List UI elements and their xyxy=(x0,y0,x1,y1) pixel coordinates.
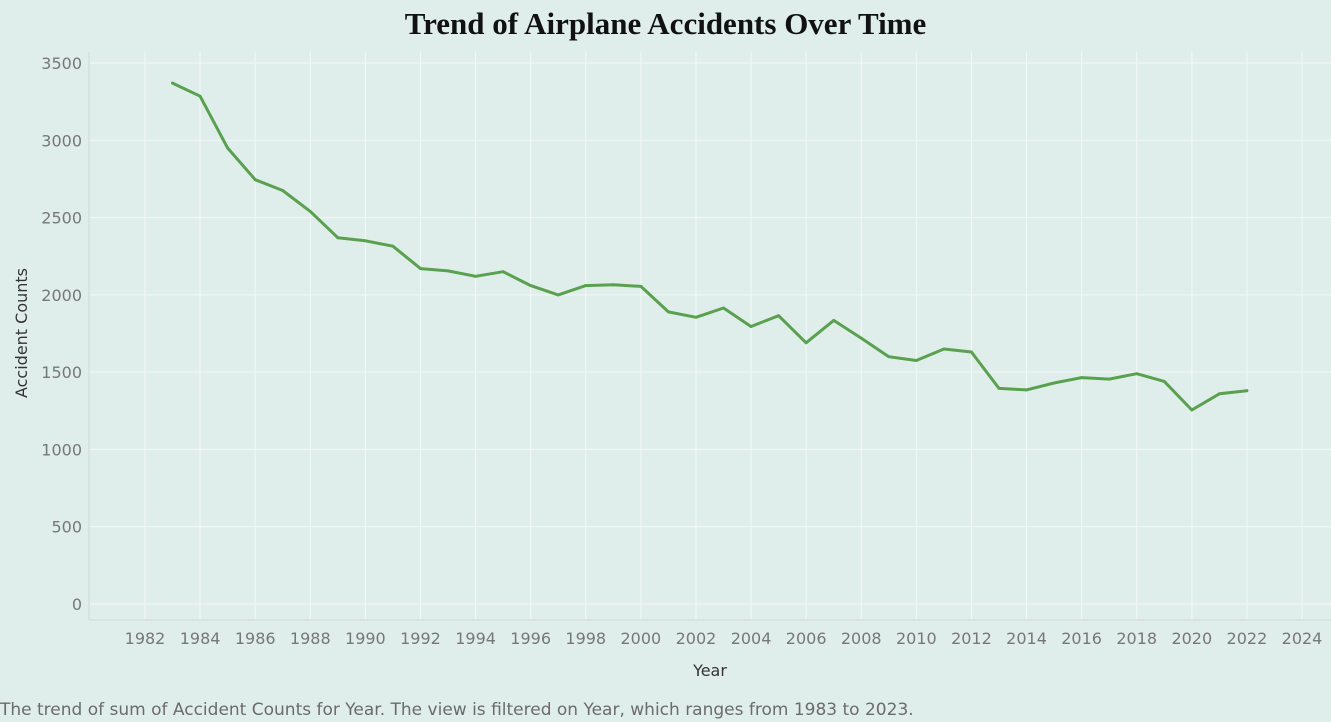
y-tick-label: 0 xyxy=(72,595,82,614)
chart-title: Trend of Airplane Accidents Over Time xyxy=(404,6,927,41)
data-point xyxy=(1135,372,1139,376)
data-point xyxy=(722,306,725,310)
y-tick-label: 2000 xyxy=(41,286,82,305)
axes xyxy=(88,52,1331,621)
x-tick-label: 2022 xyxy=(1227,629,1268,648)
x-tick-label: 2014 xyxy=(1006,629,1047,648)
y-tick-label: 1500 xyxy=(41,363,82,382)
data-point xyxy=(914,359,918,362)
data-point xyxy=(474,274,477,278)
x-tick-label: 2018 xyxy=(1116,629,1157,648)
x-tick-label: 1996 xyxy=(510,629,551,648)
x-tick-label: 2000 xyxy=(620,629,661,648)
data-point xyxy=(997,386,1001,390)
x-tick-label: 2006 xyxy=(786,629,827,648)
x-axis-ticks: 1982 1984 1986 1988 1990 1992 1994 1996 1998 2000… xyxy=(125,629,1323,648)
x-tick-label: 1994 xyxy=(455,629,496,648)
series-layer xyxy=(171,81,1249,412)
data-point xyxy=(336,236,340,240)
x-tick-label: 1982 xyxy=(125,629,166,648)
data-point xyxy=(1080,376,1084,379)
y-tick-label: 3500 xyxy=(41,54,82,73)
x-tick-label: 2004 xyxy=(731,629,772,648)
data-point xyxy=(970,350,973,354)
data-point xyxy=(749,325,753,328)
x-tick-label: 1988 xyxy=(290,629,331,648)
data-point xyxy=(556,293,560,297)
y-tick-label: 1000 xyxy=(41,440,82,459)
y-axis-ticks: 0 500 1000 1500 2000 2500 3000 3500 xyxy=(41,54,82,614)
x-tick-label: 1992 xyxy=(400,629,441,648)
y-tick-label: 500 xyxy=(51,518,82,537)
x-tick-label: 2012 xyxy=(951,629,992,648)
data-point xyxy=(308,209,312,213)
x-tick-label: 2020 xyxy=(1171,629,1212,648)
x-tick-label: 1990 xyxy=(345,629,386,648)
data-point xyxy=(281,189,285,192)
x-tick-label: 2002 xyxy=(676,629,717,648)
data-point xyxy=(611,283,615,287)
data-point xyxy=(253,178,257,182)
data-point xyxy=(777,314,780,318)
data-point xyxy=(226,146,230,150)
data-point xyxy=(942,347,946,351)
x-tick-label: 1986 xyxy=(235,629,276,648)
data-point xyxy=(501,270,505,274)
data-point xyxy=(1025,388,1028,392)
gridlines xyxy=(89,52,1331,620)
x-tick-label: 2016 xyxy=(1061,629,1102,648)
chart-caption: The trend of sum of Accident Counts for … xyxy=(0,700,914,720)
data-point xyxy=(198,94,202,98)
x-tick-label: 1984 xyxy=(180,629,221,648)
x-tick-label: 2024 xyxy=(1282,629,1323,648)
data-point xyxy=(694,315,698,319)
data-point xyxy=(887,355,891,359)
data-point xyxy=(859,336,863,340)
data-point xyxy=(1245,389,1249,393)
data-point xyxy=(446,269,450,273)
data-point xyxy=(1052,381,1056,385)
x-tick-label: 2010 xyxy=(896,629,937,648)
x-axis-title: Year xyxy=(692,661,727,680)
data-point xyxy=(639,284,643,288)
y-tick-label: 2500 xyxy=(41,209,82,228)
data-point xyxy=(1107,377,1111,381)
series-line xyxy=(171,81,1249,412)
x-tick-label: 1998 xyxy=(565,629,606,648)
y-tick-label: 3000 xyxy=(41,131,82,150)
data-point xyxy=(832,318,836,322)
data-point xyxy=(1162,380,1166,383)
data-point xyxy=(171,81,174,85)
data-point xyxy=(363,239,367,243)
data-point xyxy=(419,267,422,270)
x-tick-label: 2008 xyxy=(841,629,882,648)
data-point xyxy=(391,244,395,248)
data-point xyxy=(529,284,533,287)
y-axis-title: Accident Counts xyxy=(12,268,31,398)
data-point xyxy=(584,284,588,287)
data-point xyxy=(804,341,808,345)
data-point xyxy=(667,310,670,314)
data-point xyxy=(1190,408,1194,412)
data-point xyxy=(1217,392,1221,396)
